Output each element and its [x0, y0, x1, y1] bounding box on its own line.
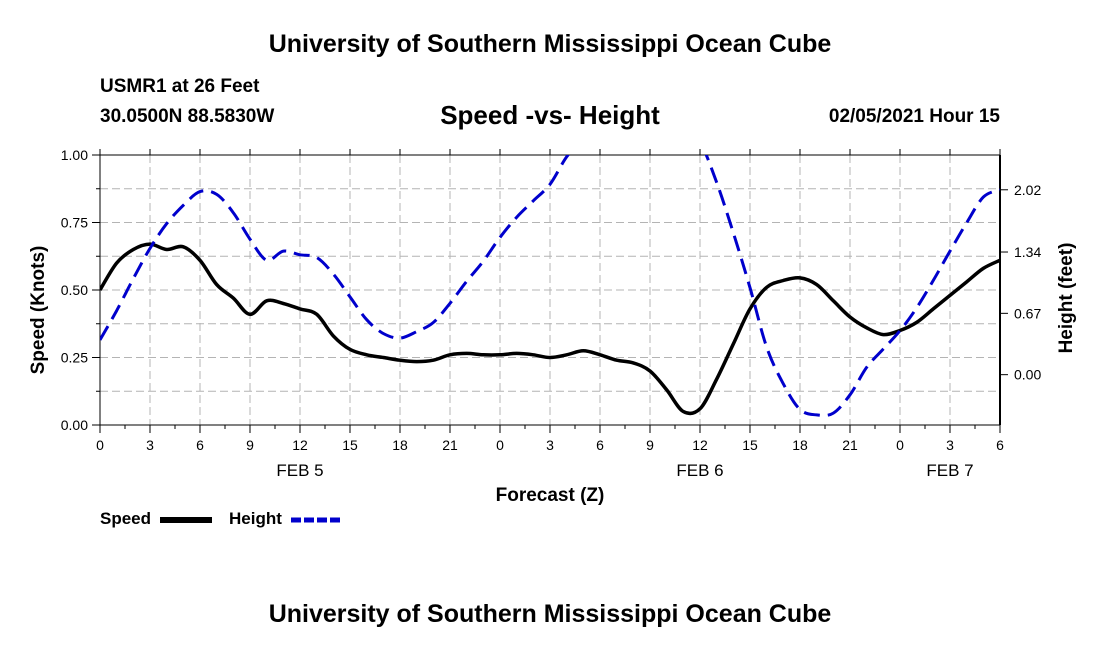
y-left-tick-label: 1.00 — [61, 147, 88, 163]
date-label: FEB 7 — [926, 461, 973, 480]
x-tick-label: 0 — [496, 437, 504, 453]
timestamp-label: 02/05/2021 Hour 15 — [828, 106, 1000, 127]
y-right-tick-label: 2.02 — [1014, 182, 1041, 198]
legend-speed-label: Speed — [100, 509, 152, 528]
x-tick-label: 15 — [342, 437, 358, 453]
date-label: FEB 6 — [676, 461, 723, 480]
y-right-tick-label: 0.67 — [1014, 305, 1041, 321]
coordinates-label: 30.0500N 88.5830W — [100, 106, 275, 127]
chart-subtitle: Speed -vs- Height — [440, 100, 660, 130]
y-left-tick-label: 0.75 — [61, 215, 88, 231]
x-tick-label: 3 — [146, 437, 154, 453]
x-tick-label: 0 — [96, 437, 104, 453]
x-tick-label: 6 — [196, 437, 204, 453]
y-right-tick-label: 1.34 — [1014, 244, 1041, 260]
date-label: FEB 5 — [276, 461, 323, 480]
header-title: University of Southern Mississippi Ocean… — [268, 30, 832, 58]
x-tick-label: 6 — [596, 437, 604, 453]
legend-height-label: Height — [229, 509, 282, 528]
height-series-line — [100, 155, 1000, 417]
speed-series-line — [100, 242, 1000, 416]
x-tick-label: 18 — [392, 437, 408, 453]
x-tick-label: 9 — [246, 437, 254, 453]
x-tick-label: 21 — [442, 437, 458, 453]
x-tick-label: 0 — [896, 437, 904, 453]
x-tick-label: 18 — [792, 437, 808, 453]
x-tick-label: 15 — [742, 437, 758, 453]
station-label: USMR1 at 26 Feet — [100, 76, 260, 97]
y-left-tick-label: 0.25 — [61, 350, 88, 366]
footer-title: University of Southern Mississippi Ocean… — [268, 600, 832, 628]
x-tick-label: 9 — [646, 437, 654, 453]
y-left-axis-title: Speed (Knots) — [28, 246, 49, 375]
y-left-tick-label: 0.50 — [61, 282, 88, 298]
x-tick-label: 6 — [996, 437, 1004, 453]
x-tick-label: 3 — [546, 437, 554, 453]
x-tick-label: 12 — [292, 437, 308, 453]
y-right-axis-title: Height (feet) — [1056, 243, 1077, 354]
y-left-tick-label: 0.00 — [61, 417, 88, 433]
y-right-tick-label: 0.00 — [1014, 367, 1041, 383]
x-tick-label: 21 — [842, 437, 858, 453]
x-axis-title: Forecast (Z) — [496, 485, 605, 506]
x-tick-label: 12 — [692, 437, 708, 453]
x-tick-label: 3 — [946, 437, 954, 453]
